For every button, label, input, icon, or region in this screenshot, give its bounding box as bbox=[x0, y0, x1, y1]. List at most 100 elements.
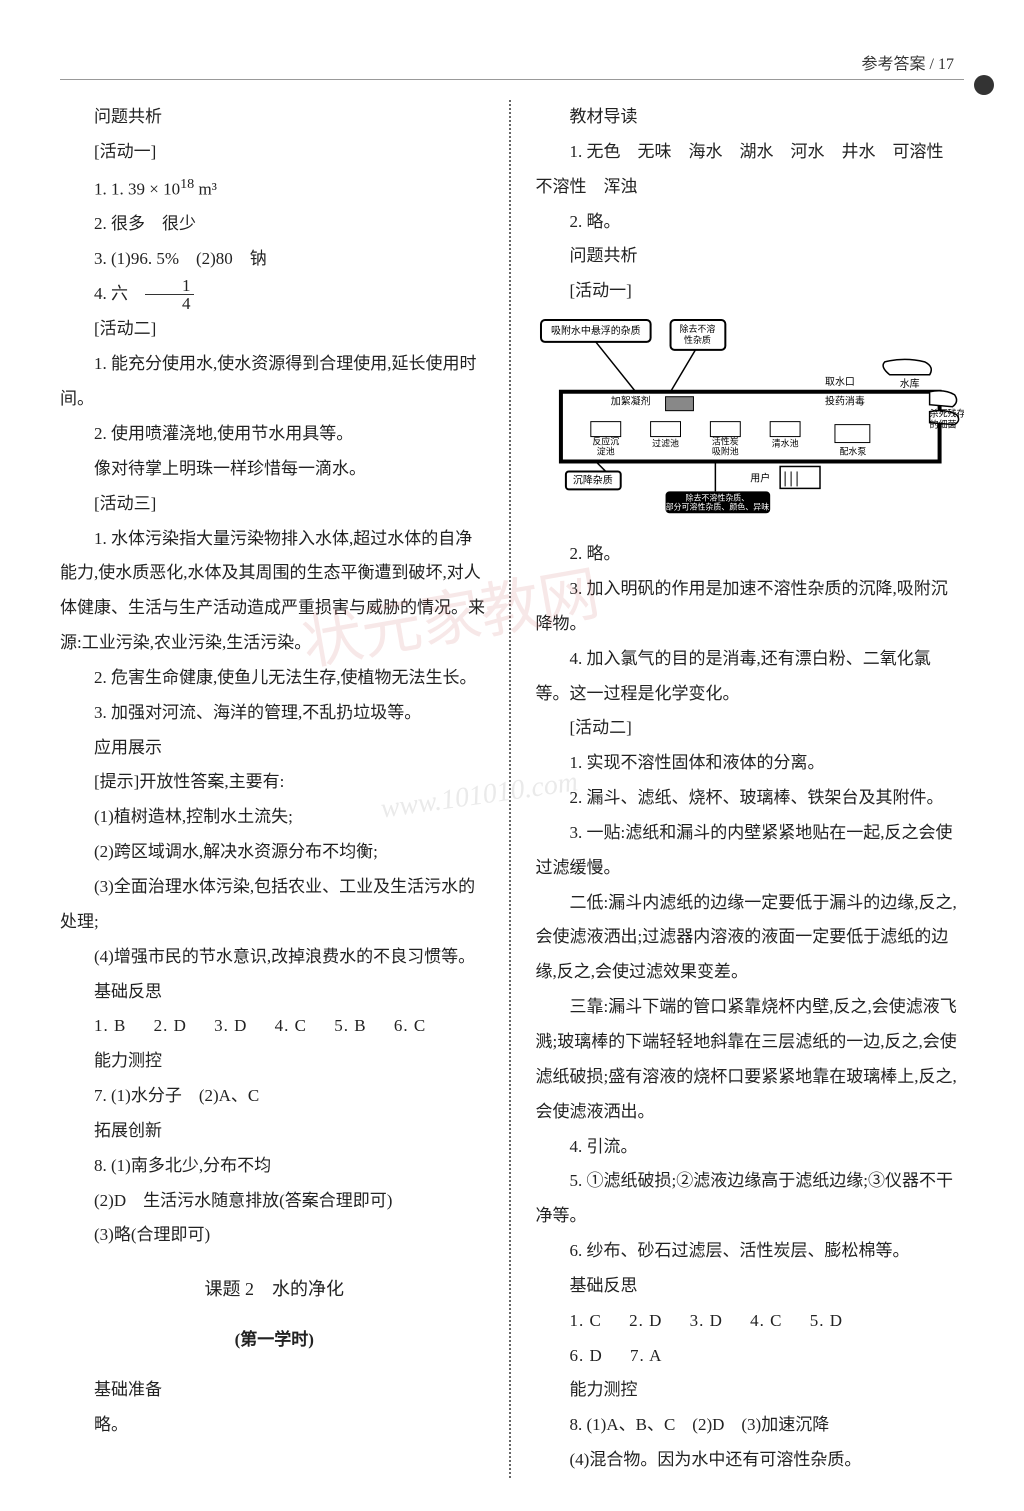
paragraph: 三靠:漏斗下端的管口紧靠烧杯内壁,反之,会使滤液飞溅;玻璃棒的下端轻轻地斜靠在三… bbox=[536, 990, 965, 1129]
diagram-label: 除去不溶性杂质、 bbox=[685, 492, 749, 502]
paragraph: 2. 危害生命健康,使鱼儿无法生存,使植物无法生长。 bbox=[60, 661, 489, 696]
paragraph: (3)略(合理即可) bbox=[60, 1218, 489, 1253]
diagram-label: 过滤池 bbox=[652, 438, 679, 449]
paragraph: [提示]开放性答案,主要有: bbox=[60, 765, 489, 800]
paragraph: (2)D 生活污水随意排放(答案合理即可) bbox=[60, 1184, 489, 1219]
answer: 2. D bbox=[154, 1016, 187, 1035]
paragraph: (3)全面治理水体污染,包括农业、工业及生活污水的处理; bbox=[60, 870, 489, 940]
heading: 基础准备 bbox=[60, 1373, 489, 1408]
page-header: 参考答案 / 17 bbox=[60, 50, 964, 80]
heading: 基础反思 bbox=[536, 1269, 965, 1304]
activity-label: [活动二] bbox=[536, 711, 965, 746]
lesson-title: 课题 2 水的净化 bbox=[60, 1271, 489, 1308]
paragraph: 略。 bbox=[60, 1408, 489, 1443]
paragraph: 3. 加强对河流、海洋的管理,不乱扔垃圾等。 bbox=[60, 696, 489, 731]
diagram-label: 反应沉 bbox=[592, 436, 619, 447]
header-label: 参考答案 bbox=[862, 56, 926, 73]
text-line: 4. 六 14 bbox=[60, 277, 489, 313]
text-line: 1. 1. 39 × 1018 m³ bbox=[60, 170, 489, 208]
paragraph: 二低:漏斗内滤纸的边缘一定要低于漏斗的边缘,反之,会使滤液洒出;过滤器内溶液的液… bbox=[536, 886, 965, 991]
heading: 教材导读 bbox=[536, 100, 965, 135]
answer: 4. C bbox=[275, 1016, 307, 1035]
paragraph: 8. (1)南多北少,分布不均 bbox=[60, 1149, 489, 1184]
left-column: 问题共析 [活动一] 1. 1. 39 × 1018 m³ 2. 很多 很少 3… bbox=[60, 100, 511, 1478]
page-corner-mark bbox=[974, 75, 994, 95]
answer: 2. D bbox=[629, 1311, 662, 1330]
answer: 5. B bbox=[334, 1016, 366, 1035]
diagram-label: 取水口 bbox=[825, 376, 855, 388]
header-separator: / bbox=[930, 56, 934, 73]
text: 1. 1. 39 × 10 bbox=[94, 179, 180, 198]
period-title: (第一学时) bbox=[60, 1323, 489, 1358]
diagram-label: 的细菌 bbox=[929, 419, 956, 430]
answer: 1. C bbox=[570, 1311, 602, 1330]
diagram-label: 吸附池 bbox=[711, 446, 738, 457]
diagram-label: 配水泵 bbox=[839, 446, 866, 457]
paragraph: 7. (1)水分子 (2)A、C bbox=[60, 1079, 489, 1114]
diagram-label: 除去不溶 bbox=[679, 323, 715, 334]
heading: 拓展创新 bbox=[60, 1114, 489, 1149]
paragraph: 像对待掌上明珠一样珍惜每一滴水。 bbox=[60, 452, 489, 487]
paragraph: 2. 略。 bbox=[536, 537, 965, 572]
paragraph: 4. 加入氯气的目的是消毒,还有漂白粉、二氧化氯等。这一过程是化学变化。 bbox=[536, 642, 965, 712]
two-column-layout: 问题共析 [活动一] 1. 1. 39 × 1018 m³ 2. 很多 很少 3… bbox=[60, 100, 964, 1478]
paragraph: (1)植树造林,控制水土流失; bbox=[60, 800, 489, 835]
activity-label: [活动一] bbox=[536, 274, 965, 309]
answer: 4. C bbox=[750, 1311, 782, 1330]
diagram-label: 水库 bbox=[899, 377, 919, 390]
paragraph: (4)混合物。因为水中还有可溶性杂质。 bbox=[536, 1443, 965, 1478]
diagram-label: 吸附水中悬浮的杂质 bbox=[551, 324, 641, 337]
answer: 6. D bbox=[570, 1346, 603, 1365]
diagram-label: 投药消毒 bbox=[825, 395, 865, 408]
activity-label: [活动一] bbox=[60, 135, 489, 170]
answer-row: 1. B 2. D 3. D 4. C 5. B 6. C bbox=[60, 1009, 489, 1044]
paragraph: 5. ①滤纸破损;②滤液边缘高于滤纸边缘;③仪器不干净等。 bbox=[536, 1164, 965, 1234]
paragraph: 1. 无色 无味 海水 湖水 河水 井水 可溶性 不溶性 浑浊 bbox=[536, 135, 965, 205]
unit: m³ bbox=[194, 179, 217, 198]
paragraph: 1. 实现不溶性固体和液体的分离。 bbox=[536, 746, 965, 781]
fraction: 14 bbox=[145, 277, 194, 312]
water-purification-diagram: 吸附水中悬浮的杂质 除去不溶 性杂质 水库 取水口 加絮凝剂 投药消毒 杀死残存… bbox=[536, 317, 965, 516]
paragraph: 2. 漏斗、滤纸、烧杯、玻璃棒、铁架台及其附件。 bbox=[536, 781, 965, 816]
diagram-label: 清水池 bbox=[771, 438, 798, 449]
answer-row: 6. D 7. A bbox=[536, 1339, 965, 1374]
answer: 7. A bbox=[630, 1346, 662, 1365]
heading: 问题共析 bbox=[60, 100, 489, 135]
diagram-label: 淀池 bbox=[596, 446, 614, 457]
answer: 1. B bbox=[94, 1016, 126, 1035]
answer-row: 1. C 2. D 3. D 4. C 5. D bbox=[536, 1304, 965, 1339]
diagram-label: 部分可溶性杂质、颜色、异味 bbox=[665, 501, 769, 511]
diagram-label: 活性炭 bbox=[711, 436, 738, 447]
numerator: 1 bbox=[145, 277, 194, 295]
paragraph: (2)跨区域调水,解决水资源分布不均衡; bbox=[60, 835, 489, 870]
heading: 基础反思 bbox=[60, 975, 489, 1010]
diagram-label: 性杂质 bbox=[684, 334, 711, 345]
paragraph: 8. (1)A、B、C (2)D (3)加速沉降 bbox=[536, 1408, 965, 1443]
diagram-label: 用户 bbox=[750, 471, 770, 484]
paragraph: 4. 引流。 bbox=[536, 1130, 965, 1165]
heading: 能力测控 bbox=[60, 1044, 489, 1079]
activity-label: [活动三] bbox=[60, 487, 489, 522]
diagram-label: 杀死残存 bbox=[929, 408, 964, 419]
paragraph: 1. 能充分使用水,使水资源得到合理使用,延长使用时间。 bbox=[60, 347, 489, 417]
paragraph: 2. 略。 bbox=[536, 205, 965, 240]
text: 4. 六 bbox=[94, 284, 145, 303]
heading: 应用展示 bbox=[60, 731, 489, 766]
heading: 问题共析 bbox=[536, 239, 965, 274]
paragraph: 1. 水体污染指大量污染物排入水体,超过水体的自净能力,使水质恶化,水体及其周围… bbox=[60, 522, 489, 661]
answer: 5. D bbox=[810, 1311, 843, 1330]
right-column: 教材导读 1. 无色 无味 海水 湖水 河水 井水 可溶性 不溶性 浑浊 2. … bbox=[511, 100, 965, 1478]
paragraph: (4)增强市民的节水意识,改掉浪费水的不良习惯等。 bbox=[60, 940, 489, 975]
exponent: 18 bbox=[180, 176, 194, 192]
paragraph: 6. 纱布、砂石过滤层、活性炭层、膨松棉等。 bbox=[536, 1234, 965, 1269]
paragraph: 3. 加入明矾的作用是加速不溶性杂质的沉降,吸附沉降物。 bbox=[536, 572, 965, 642]
text-line: 2. 很多 很少 bbox=[60, 207, 489, 242]
text-line: 3. (1)96. 5% (2)80 钠 bbox=[60, 242, 489, 277]
diagram-label: 沉降杂质 bbox=[572, 473, 612, 486]
answer: 3. D bbox=[214, 1016, 247, 1035]
denominator: 4 bbox=[145, 295, 194, 312]
answer: 3. D bbox=[690, 1311, 723, 1330]
header-page: 17 bbox=[938, 56, 954, 73]
answer: 6. C bbox=[394, 1016, 426, 1035]
paragraph: 3. 一贴:滤纸和漏斗的内壁紧紧地贴在一起,反之会使过滤缓慢。 bbox=[536, 816, 965, 886]
